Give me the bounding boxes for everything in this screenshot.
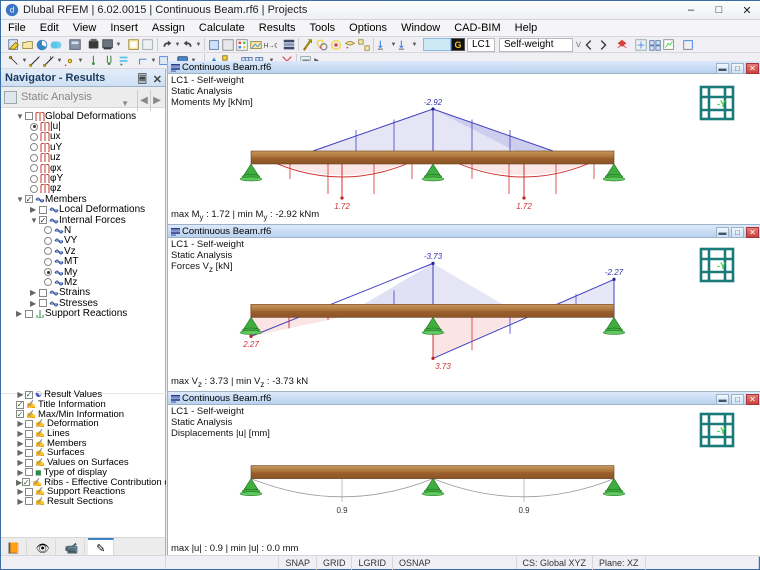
svg-text:d: d [10, 6, 14, 15]
svg-text:H→G: H→G [264, 42, 277, 49]
svg-text:3.73: 3.73 [435, 362, 451, 371]
svg-text:0.9: 0.9 [518, 506, 530, 515]
svg-text:I: I [50, 56, 51, 62]
svg-text:0.9: 0.9 [336, 506, 348, 515]
svg-text:2.27: 2.27 [242, 340, 259, 349]
svg-text:-2.92: -2.92 [424, 98, 443, 107]
svg-text:-2.27: -2.27 [605, 268, 624, 277]
svg-text:-3.73: -3.73 [424, 252, 443, 261]
svg-text:1.72: 1.72 [334, 202, 350, 211]
svg-text:1.72: 1.72 [516, 202, 532, 211]
